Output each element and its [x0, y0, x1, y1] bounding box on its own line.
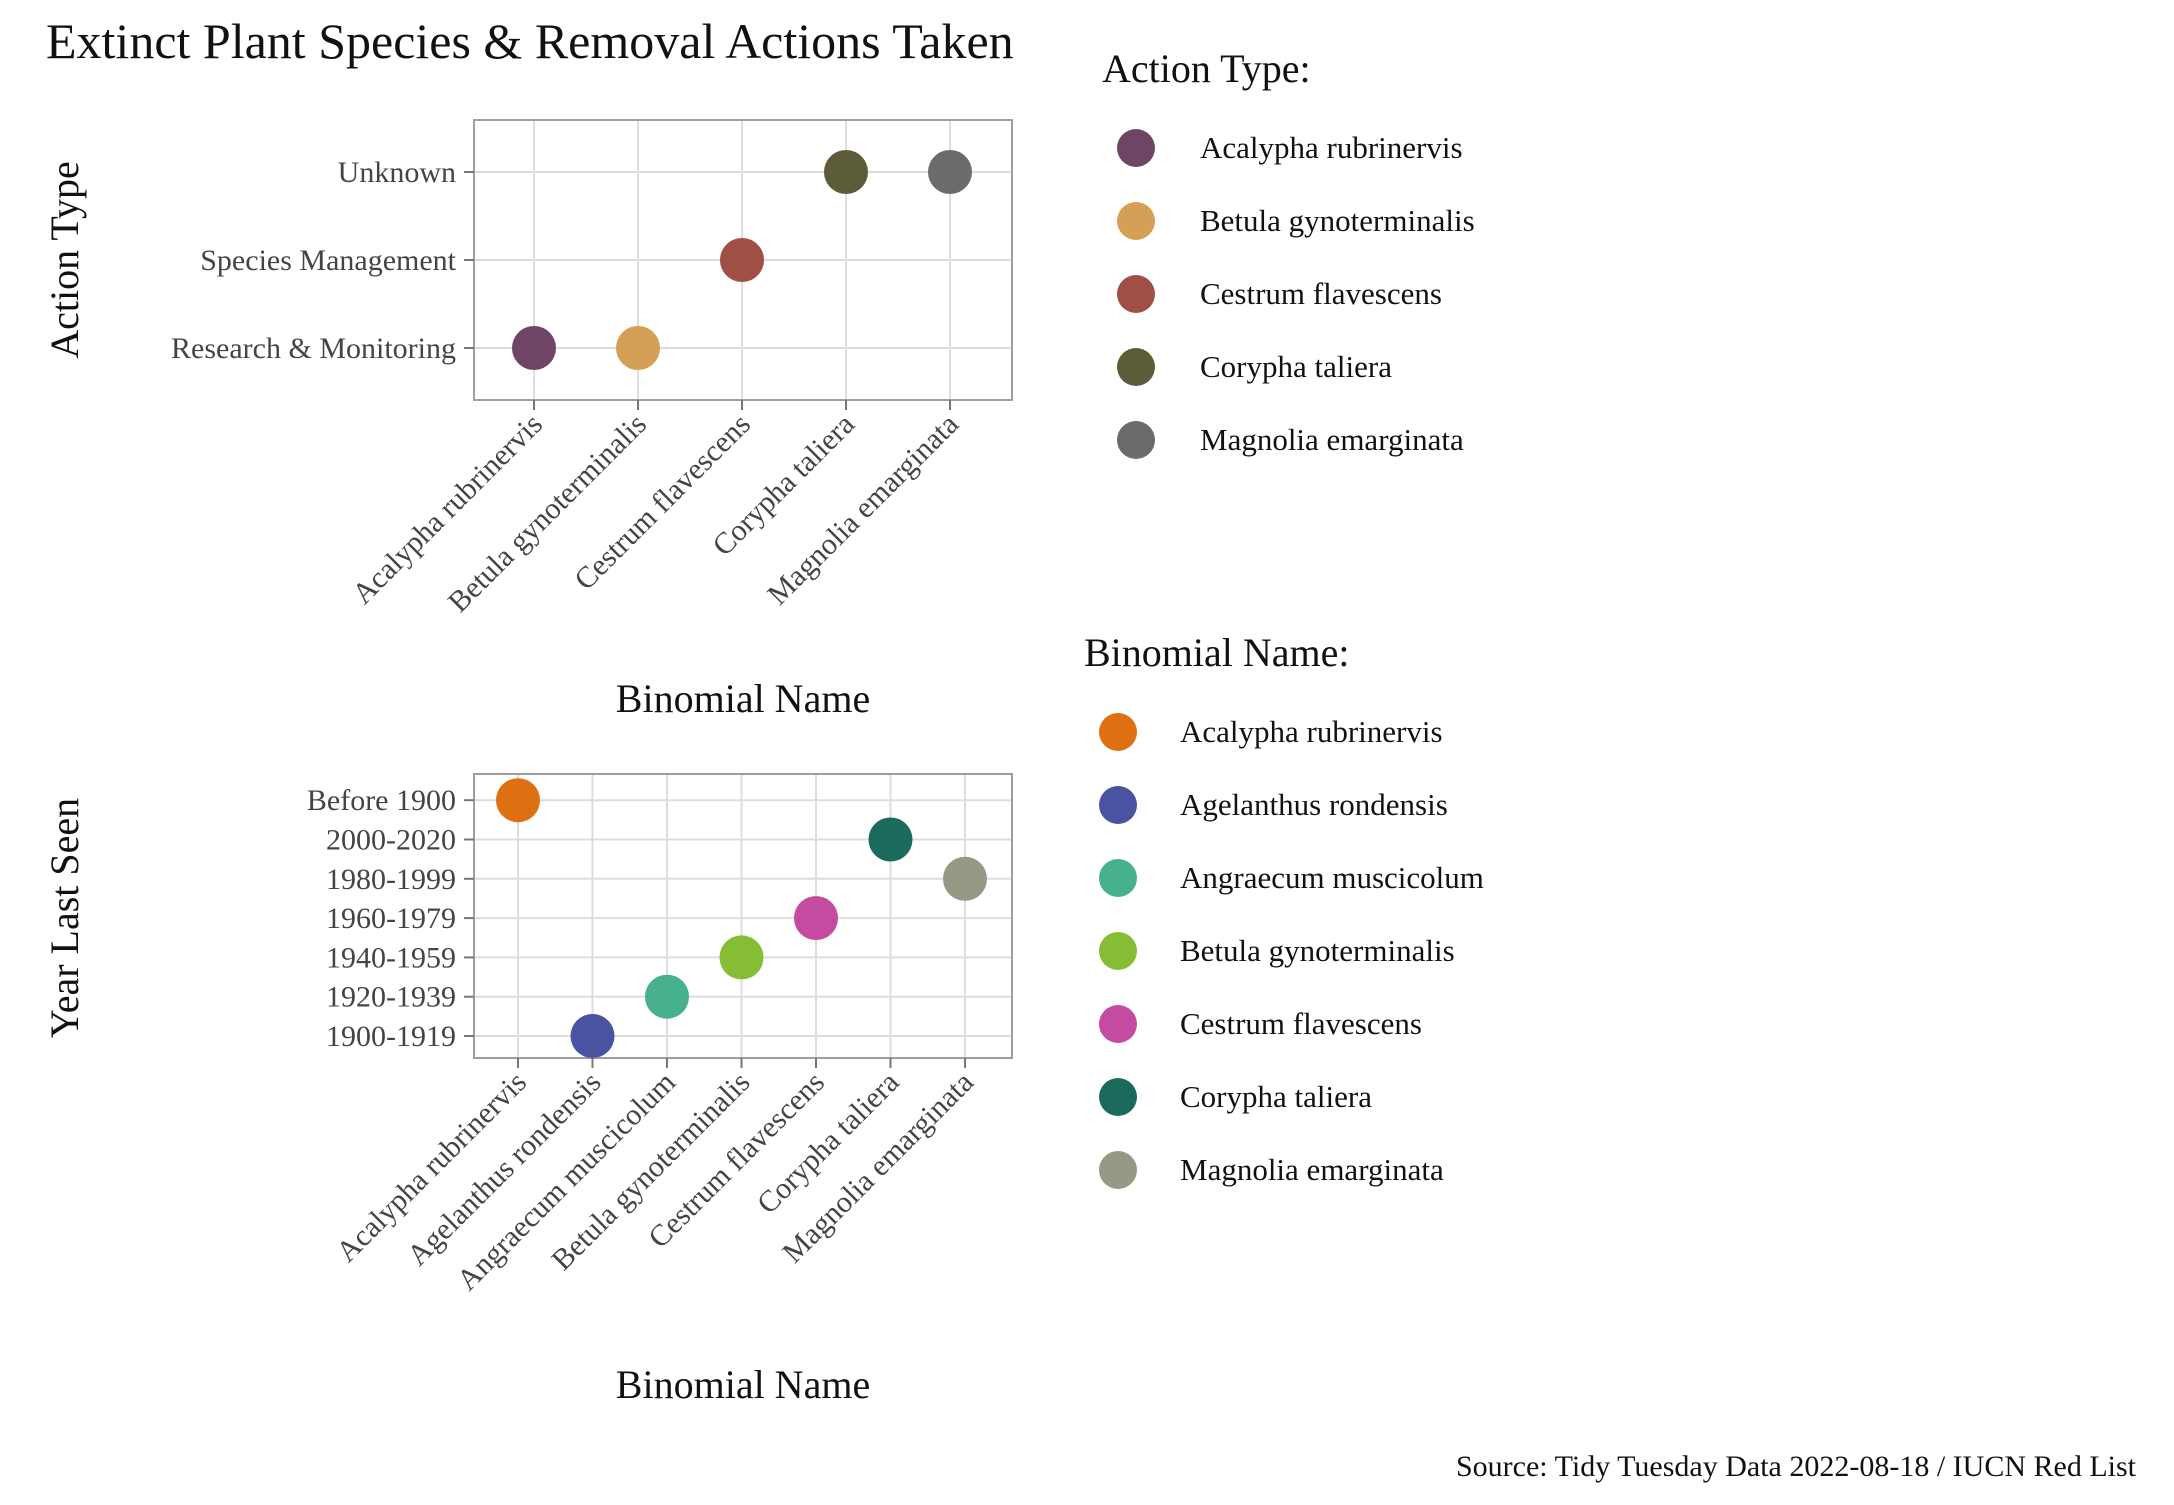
legend-swatch-corypha-taliera — [1099, 1078, 1137, 1116]
legend-swatch-acalypha-rubrinervis — [1117, 129, 1155, 167]
data-point-magnolia-emarginata — [928, 150, 972, 194]
legend-label: Betula gynoterminalis — [1180, 933, 1455, 968]
y-tick-label: 2000-2020 — [326, 824, 456, 857]
data-point-acalypha-rubrinervis — [496, 778, 540, 823]
data-point-acalypha-rubrinervis — [512, 326, 556, 370]
binomial-name-legend: Binomial Name: Acalypha rubrinervis Agelan… — [1084, 630, 1484, 1189]
legend-label: Corypha taliera — [1200, 349, 1392, 384]
legend-swatch-cestrum-flavescens — [1099, 1005, 1137, 1043]
legend-label: Cestrum flavescens — [1180, 1006, 1422, 1041]
legend-swatch-corypha-taliera — [1117, 348, 1155, 386]
legend-label: Acalypha rubrinervis — [1180, 714, 1443, 749]
y-tick-label: 1980-1999 — [326, 863, 456, 896]
legend-label: Cestrum flavescens — [1200, 276, 1442, 311]
action-type-panel: Research & Monitoring Species Management U… — [42, 119, 1013, 721]
y-tick-label: Before 1900 — [307, 784, 456, 817]
legend-label: Acalypha rubrinervis — [1200, 130, 1463, 165]
data-point-corypha-taliera — [868, 817, 913, 862]
legend-swatch-magnolia-emarginata — [1117, 421, 1155, 459]
action-type-legend: Action Type: Acalypha rubrinervis Betula g… — [1102, 46, 1475, 459]
x-tick-label: Cestrum flavescens — [568, 408, 757, 597]
data-point-betula-gynoterminalis — [719, 935, 764, 980]
year-last-seen-panel: 1900-1919 1920-1939 1940-1959 1960-1979 1980… — [42, 773, 1013, 1407]
data-point-magnolia-emarginata — [943, 856, 987, 901]
legend-swatch-acalypha-rubrinervis — [1099, 713, 1137, 751]
legend-label: Corypha taliera — [1180, 1079, 1372, 1114]
legend-swatch-betula-gynoterminalis — [1117, 202, 1155, 240]
legend-title: Action Type: — [1102, 46, 1311, 91]
data-point-cestrum-flavescens — [794, 896, 838, 941]
data-point-cestrum-flavescens — [720, 238, 764, 282]
y-tick-label: 1900-1919 — [326, 1020, 456, 1053]
y-tick-label: Research & Monitoring — [171, 332, 456, 365]
x-tick-label: Magnolia emarginata — [761, 408, 965, 612]
legend-label: Agelanthus rondensis — [1180, 787, 1448, 822]
x-tick-label: Betula gynoterminalis — [442, 408, 653, 619]
y-tick-label: 1920-1939 — [326, 981, 456, 1014]
legend-swatch-betula-gynoterminalis — [1099, 932, 1137, 970]
legend-label: Betula gynoterminalis — [1200, 203, 1475, 238]
y-tick-label: 1960-1979 — [326, 902, 456, 935]
legend-label: Magnolia emarginata — [1180, 1152, 1444, 1187]
data-point-angraecum-muscicolum — [645, 974, 689, 1019]
legend-swatch-agelanthus-rondensis — [1099, 786, 1137, 824]
plot-panel-border — [473, 773, 1013, 1059]
legend-label: Magnolia emarginata — [1200, 422, 1464, 457]
x-axis-title: Binomial Name — [616, 1362, 870, 1407]
y-tick-label: 1940-1959 — [326, 941, 456, 974]
y-axis-title: Action Type — [42, 161, 87, 359]
legend-swatch-angraecum-muscicolum — [1099, 859, 1137, 897]
y-tick-label: Unknown — [338, 156, 456, 189]
legend-swatch-cestrum-flavescens — [1117, 275, 1155, 313]
chart-title: Extinct Plant Species & Removal Actions … — [46, 13, 1014, 69]
data-point-corypha-taliera — [824, 150, 868, 194]
chart-caption: Source: Tidy Tuesday Data 2022-08-18 / I… — [1456, 1450, 2137, 1483]
legend-label: Angraecum muscicolum — [1180, 860, 1484, 895]
x-axis-title: Binomial Name — [616, 676, 870, 721]
y-axis-title: Year Last Seen — [42, 798, 87, 1038]
y-tick-label: Species Management — [200, 244, 456, 277]
x-tick-label: Acalypha rubrinervis — [346, 408, 549, 611]
legend-title: Binomial Name: — [1084, 630, 1350, 675]
legend-swatch-magnolia-emarginata — [1099, 1151, 1137, 1189]
data-point-agelanthus-rondensis — [570, 1014, 615, 1058]
data-point-betula-gynoterminalis — [616, 326, 660, 370]
